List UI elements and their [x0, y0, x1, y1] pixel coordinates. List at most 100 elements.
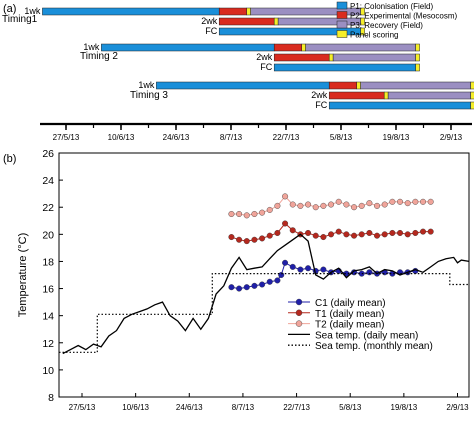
legend-label: C1 (daily mean) — [315, 298, 386, 309]
data-point — [320, 266, 327, 273]
data-point — [236, 285, 243, 292]
data-point — [243, 238, 250, 245]
y-tick-label: 26 — [42, 148, 54, 160]
timeline-bar-segment — [42, 7, 220, 16]
row-label: 2wk — [256, 52, 273, 62]
data-point — [366, 200, 373, 207]
x-tick-label: 8/7/13 — [232, 403, 255, 412]
y-tick-label: 10 — [42, 365, 54, 377]
data-point — [374, 202, 381, 209]
timeline-bar-segment — [273, 17, 279, 26]
data-point — [389, 198, 396, 205]
data-point — [374, 232, 381, 239]
timeline-bar-segment — [218, 17, 275, 26]
legend-marker — [295, 320, 303, 327]
legend-label: Sea temp. (monthly mean) — [315, 341, 433, 352]
timeline-tick-label: 8/7/13 — [220, 133, 243, 142]
data-point — [320, 202, 327, 209]
timing-label: Timing 2 — [80, 51, 118, 62]
legend-swatch — [336, 20, 348, 29]
y-tick-label: 14 — [42, 311, 54, 323]
data-point — [328, 201, 335, 208]
data-point — [282, 220, 289, 227]
data-point — [351, 232, 358, 239]
data-point — [251, 236, 258, 243]
timeline-tick-label: 22/7/13 — [273, 133, 300, 142]
y-tick-label: 18 — [42, 256, 54, 268]
row-label: 2wk — [201, 16, 218, 26]
plot-frame — [58, 152, 470, 398]
data-point — [243, 212, 250, 219]
legend-swatch — [336, 1, 348, 10]
x-tick-label: 19/8/13 — [391, 403, 418, 412]
x-tick-label: 2/9/13 — [446, 403, 469, 412]
data-point — [366, 269, 373, 276]
data-point — [358, 202, 365, 209]
panel-b-temperature-chart: (b) 8 10 12 14 16 18 20 22 24 26 Temperature (°C) 27… — [3, 148, 470, 412]
panel-a-label: (a) — [3, 3, 16, 15]
timeline-bar-segment — [383, 91, 389, 100]
timeline-bar-segment — [305, 43, 416, 52]
data-point — [320, 234, 327, 241]
data-point — [312, 232, 319, 239]
timeline-bar-segment — [218, 7, 247, 16]
data-point — [236, 210, 243, 217]
timeline-bar-segment — [360, 7, 365, 16]
data-point — [251, 210, 258, 217]
data-point — [389, 229, 396, 236]
legend-marker — [295, 298, 303, 306]
timeline-bar-segment — [328, 101, 471, 110]
data-point — [228, 234, 235, 241]
data-point — [397, 198, 404, 205]
data-point — [412, 198, 419, 205]
data-point — [274, 229, 281, 236]
row-label: 2wk — [311, 90, 328, 100]
data-point — [358, 231, 365, 238]
legend-label: P3: Recovery (Field) — [350, 21, 423, 30]
data-point — [274, 202, 281, 209]
data-point — [397, 229, 404, 236]
data-point — [266, 232, 273, 239]
data-point — [427, 228, 434, 235]
timeline-tick-label: 2/9/13 — [440, 133, 463, 142]
timeline-bar-segment — [360, 27, 365, 36]
timing-label: Timing 3 — [130, 90, 168, 101]
data-point — [420, 198, 427, 205]
data-point — [259, 235, 266, 242]
data-point — [305, 265, 312, 272]
timeline-bar-segment — [387, 91, 471, 100]
timeline-bar-segment — [246, 7, 251, 16]
data-point — [266, 206, 273, 213]
timeline-bar-segment — [273, 63, 416, 72]
row-label: 1wk — [24, 6, 41, 16]
timeline-bar-segment — [277, 17, 361, 26]
y-tick-label: 22 — [42, 202, 54, 214]
data-point — [259, 209, 266, 216]
data-point — [328, 231, 335, 238]
data-point — [381, 201, 388, 208]
data-point — [243, 284, 250, 291]
panel-b-label: (b) — [3, 153, 16, 165]
timeline-bar-segment — [273, 53, 330, 62]
data-point — [335, 198, 342, 205]
timeline-bar-segment — [156, 81, 330, 90]
y-tick-label: 24 — [42, 175, 54, 187]
data-point — [228, 284, 235, 291]
data-point — [297, 202, 304, 209]
timeline-bar-segment — [101, 43, 275, 52]
x-tick-label: 5/8/13 — [339, 403, 362, 412]
legend-label: Sea temp. (daily mean) — [315, 330, 418, 341]
data-point — [251, 282, 258, 289]
x-tick-label: 10/6/13 — [122, 403, 149, 412]
y-tick-label: 16 — [42, 284, 54, 296]
data-point — [282, 259, 289, 266]
data-point — [366, 229, 373, 236]
data-point — [427, 198, 434, 205]
timeline-bar-segment — [470, 91, 474, 100]
data-point — [266, 278, 273, 285]
timeline-bar-segment — [360, 81, 471, 90]
row-label: 1wk — [138, 80, 155, 90]
data-point — [351, 204, 358, 211]
row-label: FC — [315, 100, 327, 110]
